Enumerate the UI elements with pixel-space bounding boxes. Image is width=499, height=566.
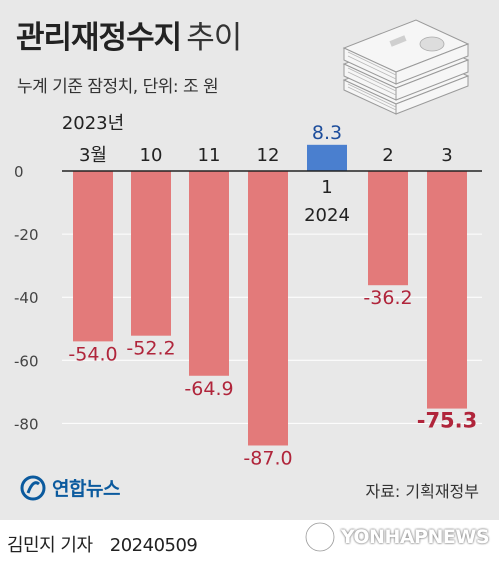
bar [189, 171, 229, 376]
title-bold: 관리재정수지 [16, 20, 182, 56]
y-tick-label: -80 [14, 415, 39, 433]
value-label: -64.9 [184, 378, 233, 400]
value-label: -54.0 [68, 343, 117, 365]
title-light: 추이 [186, 20, 242, 56]
category-label: 1 [321, 177, 332, 198]
yonhap-logo-icon [20, 475, 46, 500]
bar [73, 171, 113, 342]
publish-date: 20240509 [109, 535, 198, 556]
category-label: 3월 [79, 145, 107, 166]
money-stack-icon [342, 19, 470, 115]
bar [131, 171, 171, 336]
value-label: -36.2 [363, 287, 412, 309]
logo-text: 연합뉴스 [52, 478, 120, 500]
watermark-text: YONHAPNEWS [340, 526, 490, 548]
subtitle: 누계 기준 잠정치, 단위: 조 원 [17, 77, 219, 97]
year-label: 2023년 [62, 113, 124, 134]
value-label: -75.3 [417, 409, 478, 433]
category-label: 3 [441, 145, 452, 166]
bar [427, 171, 467, 409]
page-title: 관리재정수지 추이 [16, 12, 242, 57]
category-label: 12 [257, 145, 280, 166]
bar-chart: 0 -20 -40 -60 -80 -54.0 -52.2 -64.9 -87.0 8.3 -36.… [14, 113, 482, 469]
category-label: 11 [198, 145, 221, 166]
y-tick-label: -60 [14, 352, 39, 370]
byline: 김민지 기자 20240509 [7, 531, 198, 557]
y-tick-label: -40 [14, 289, 39, 307]
year-label: 2024 [304, 205, 350, 226]
yonhap-logo: 연합뉴스 [20, 474, 120, 501]
value-label: -87.0 [243, 447, 292, 469]
bar [307, 144, 347, 171]
bar [248, 171, 288, 446]
watermark: YONHAPNEWS [303, 520, 490, 554]
value-label: 8.3 [312, 122, 342, 144]
y-tick-label: 0 [14, 163, 24, 181]
value-label: -52.2 [126, 338, 175, 360]
bar [368, 171, 408, 286]
y-tick-label: -20 [14, 226, 39, 244]
yonhap-watermark-icon [303, 521, 336, 553]
source-text: 자료: 기획재정부 [365, 482, 479, 501]
category-label: 10 [140, 145, 163, 166]
category-label: 2 [382, 145, 393, 166]
reporter-name: 김민지 기자 [7, 535, 93, 556]
